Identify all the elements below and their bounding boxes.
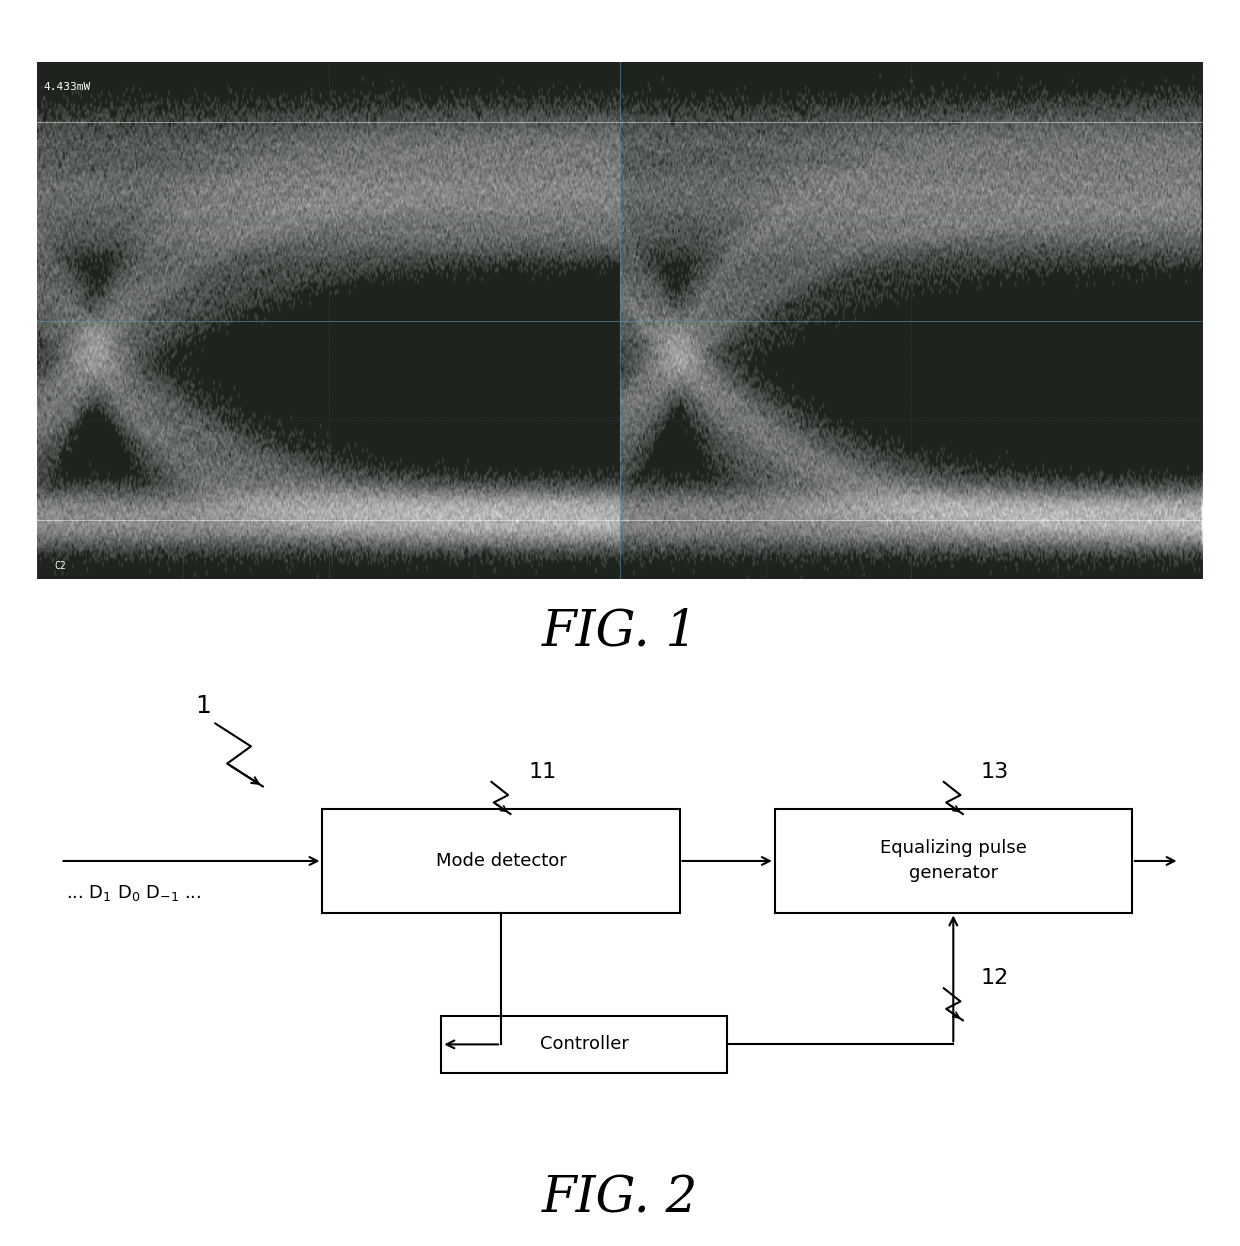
- Text: Equalizing pulse
generator: Equalizing pulse generator: [880, 840, 1027, 882]
- Text: ... D$_1$ D$_0$ D$_{-1}$ ...: ... D$_1$ D$_0$ D$_{-1}$ ...: [67, 882, 202, 902]
- Text: Mode detector: Mode detector: [435, 852, 567, 870]
- Bar: [441, 1015, 727, 1073]
- Text: FIG. 2: FIG. 2: [542, 1174, 698, 1224]
- Text: 1: 1: [196, 694, 211, 718]
- Text: 12: 12: [981, 968, 1009, 988]
- Bar: [775, 810, 1132, 912]
- Bar: [322, 810, 680, 912]
- Text: Controller: Controller: [539, 1035, 629, 1053]
- Text: 13: 13: [981, 763, 1009, 782]
- Text: FIG. 1: FIG. 1: [542, 607, 698, 657]
- Text: 4.433mW: 4.433mW: [43, 82, 91, 92]
- Text: 11: 11: [528, 763, 557, 782]
- Text: C2: C2: [55, 561, 67, 571]
